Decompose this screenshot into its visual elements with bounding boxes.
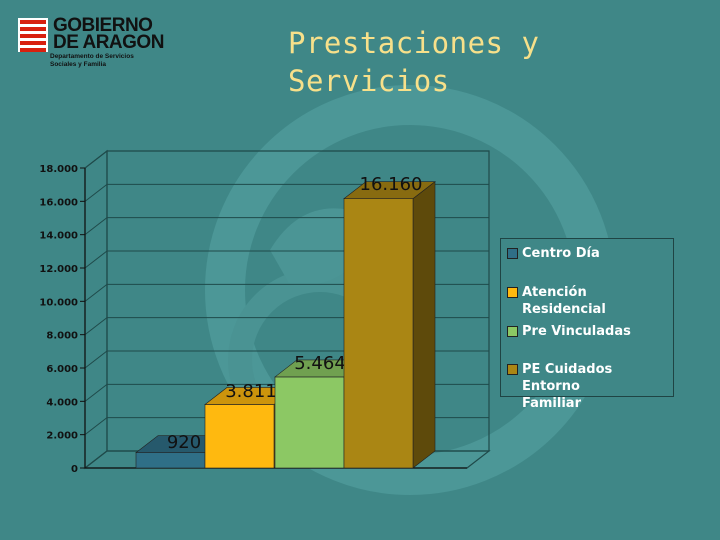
legend-label: Pre Vinculadas	[522, 324, 631, 339]
gobierno-aragon-logo: GOBIERNO DE ARAGON Departamento de Servi…	[18, 16, 178, 76]
legend-swatch	[507, 248, 518, 259]
y-gridline-side	[84, 383, 108, 402]
logo-department-line-1: Departamento de Servicios	[50, 53, 134, 60]
y-gridline-side	[84, 417, 108, 436]
legend-label: Atención Residencial	[522, 285, 606, 317]
data-label: 3.811	[225, 381, 277, 402]
bar	[204, 404, 275, 469]
page-title-line-1: Prestaciones y	[288, 26, 540, 60]
logo-line-2: DE ARAGON	[53, 32, 164, 53]
legend-swatch	[507, 287, 518, 298]
bar	[343, 198, 414, 469]
legend-swatch	[507, 364, 518, 375]
bar-top	[343, 181, 436, 199]
y-gridline-side	[84, 183, 108, 202]
y-tick-label: 16.000	[39, 197, 78, 208]
bar	[135, 452, 206, 469]
y-tick-label: 10.000	[39, 297, 78, 308]
y-gridline-side	[84, 150, 108, 169]
y-tick-label: 8.000	[46, 331, 78, 342]
y-gridline-side	[84, 283, 108, 302]
background-hand-shape	[270, 208, 368, 286]
bar	[274, 376, 345, 469]
y-tick-label: 12.000	[39, 264, 78, 275]
y-gridline-side	[84, 217, 108, 236]
y-gridline-side	[84, 350, 108, 369]
chart-legend: Centro Día Atención Residencial Pre Vinc…	[500, 238, 674, 411]
bar-side	[412, 181, 436, 469]
y-tick-label: 14.000	[39, 231, 78, 242]
legend-label: Centro Día	[522, 246, 600, 261]
data-label: 920	[167, 432, 201, 453]
legend-label: PE Cuidados Entorno Familiar	[522, 362, 613, 411]
y-tick-label: 4.000	[46, 397, 78, 408]
y-tick-label: 0	[71, 464, 78, 475]
page-title-line-2: Servicios	[288, 64, 450, 98]
aragon-flag-icon	[18, 18, 48, 52]
y-tick-label: 18.000	[39, 164, 78, 175]
logo-line-1: GOBIERNO	[53, 15, 153, 36]
legend-swatch	[507, 326, 518, 337]
page-title: Prestaciones y Servicios	[288, 24, 588, 100]
y-gridline-side	[84, 250, 108, 269]
logo-department-line-2: Sociales y Familia	[50, 61, 107, 68]
data-label: 5.464	[294, 353, 346, 374]
data-label: 16.160	[360, 174, 423, 195]
y-tick-label: 6.000	[46, 364, 78, 375]
y-tick-label: 2.000	[46, 431, 78, 442]
y-gridline-side	[84, 317, 108, 336]
